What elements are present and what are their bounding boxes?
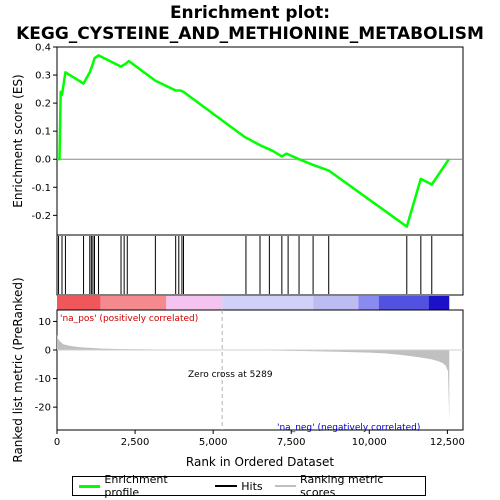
metric-ytick-label: -10 (35, 374, 51, 385)
es-y-axis: -0.2 -0.1 0.0 0.1 0.2 0.3 0.4 (31, 43, 57, 222)
legend-swatch-hits (215, 485, 237, 487)
metric-y-label: Ranked list metric (PreRanked) (11, 277, 25, 462)
es-ytick-label: -0.1 (31, 183, 51, 194)
heatbar-segment (57, 296, 101, 310)
na-neg-label: 'na_neg' (negatively correlated) (277, 423, 420, 433)
es-ytick-label: 0.0 (35, 155, 51, 166)
xtick-label: 10,000 (352, 437, 387, 448)
legend-item-enrichment: Enrichment profile (79, 473, 203, 499)
es-ytick-label: -0.2 (31, 211, 51, 222)
legend-label-hits: Hits (241, 480, 262, 493)
chart-title-line2: KEGG_CYSTEINE_AND_METHIONINE_METABOLISM (16, 24, 484, 44)
xtick-label: 2,500 (121, 437, 150, 448)
heatbar-segment (222, 296, 313, 310)
legend-swatch-metric (275, 485, 296, 487)
metric-ytick-label: 0 (45, 346, 51, 357)
es-ytick-label: 0.2 (35, 99, 51, 110)
zero-cross-label: Zero cross at 5289 (188, 370, 273, 380)
xtick-label: 5,000 (199, 437, 228, 448)
es-y-label: Enrichment score (ES) (11, 74, 25, 207)
xtick-label: 7,500 (277, 437, 306, 448)
metric-ytick-label: -20 (35, 403, 51, 414)
heatbar-segment (313, 296, 358, 310)
legend-item-metric: Ranking metric scores (275, 473, 419, 499)
chart-title-line1: Enrichment plot: (170, 3, 330, 23)
es-panel-frame (57, 47, 463, 235)
metric-y-axis: 10 0 -10 -20 (35, 317, 57, 414)
xtick-label: 12,500 (430, 437, 465, 448)
na-pos-label: 'na_pos' (positively correlated) (60, 314, 198, 324)
heatbar-segment (101, 296, 167, 310)
es-ytick-label: 0.1 (35, 127, 51, 138)
legend-swatch-enrichment (79, 485, 100, 488)
heatbar-segment (166, 296, 222, 310)
es-ytick-label: 0.4 (35, 43, 51, 54)
heatbar-segment (358, 296, 378, 310)
x-axis-label: Rank in Ordered Dataset (186, 455, 334, 469)
legend: Enrichment profile Hits Ranking metric s… (72, 476, 426, 496)
es-ytick-label: 0.3 (35, 71, 51, 82)
heatbar-segment (429, 296, 450, 310)
legend-item-hits: Hits (215, 480, 262, 493)
legend-label-metric: Ranking metric scores (300, 473, 419, 499)
legend-label-enrichment: Enrichment profile (104, 473, 203, 499)
xtick-label: 0 (54, 437, 60, 448)
heatbar-segment (379, 296, 429, 310)
ranking-heatbar (57, 296, 449, 310)
metric-ytick-label: 10 (38, 317, 51, 328)
